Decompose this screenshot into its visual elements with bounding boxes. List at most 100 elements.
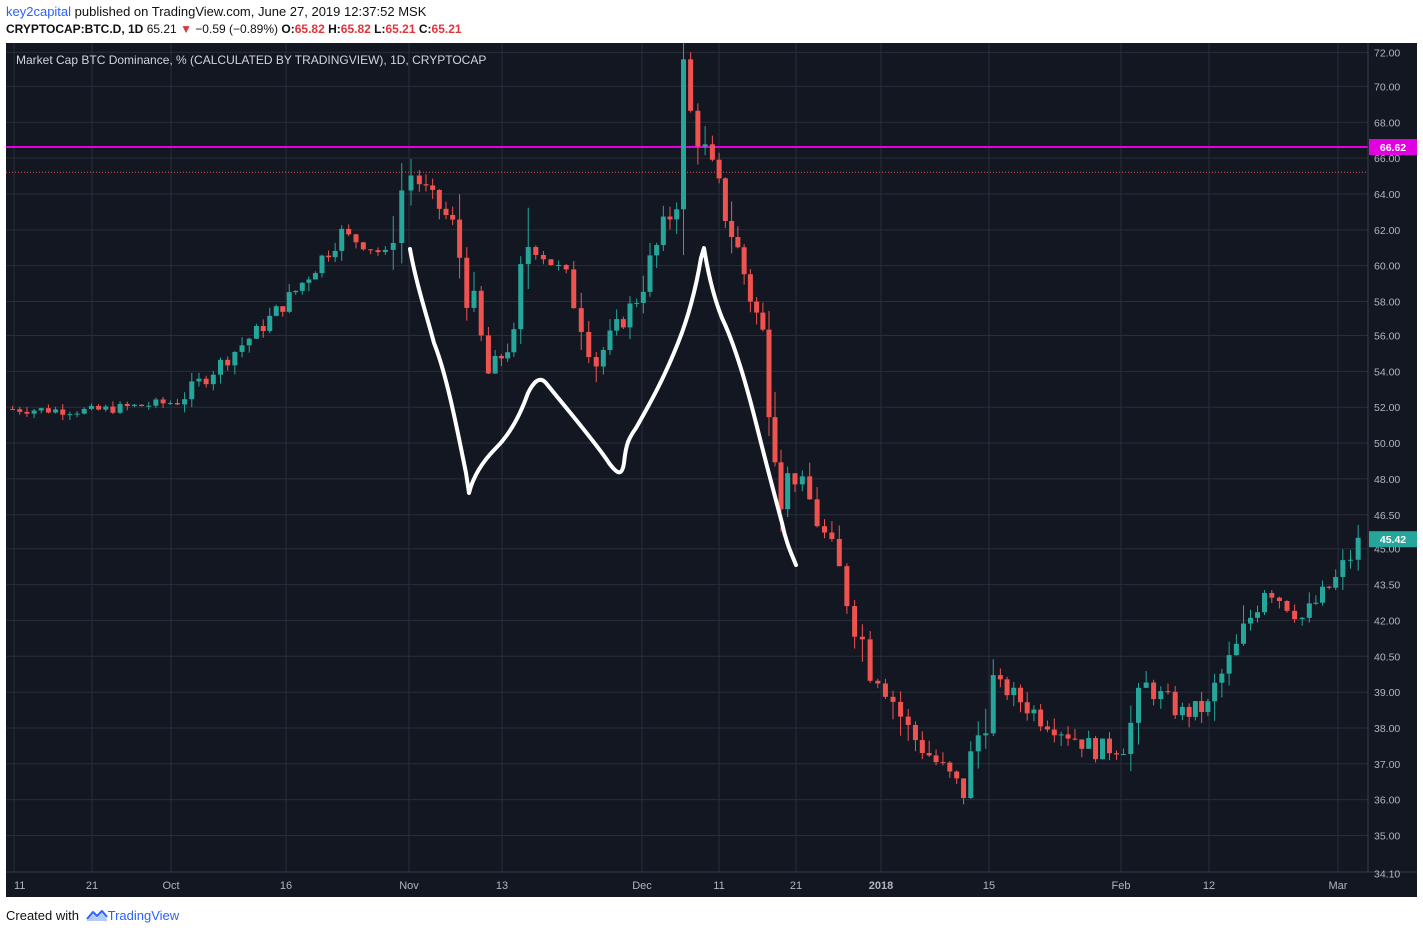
candle-body [1065, 734, 1071, 739]
y-tick-label: 37.00 [1374, 759, 1400, 771]
candle-body [1128, 722, 1134, 755]
candlestick-chart[interactable]: 72.00 70.00 68.00 66.00 64.00 62.00 60.00 58.00… [6, 15, 1417, 897]
created-with-text: Created with [6, 908, 79, 923]
price-tags: 66.62 45.42 [1369, 138, 1417, 548]
candle-body [593, 357, 599, 367]
candle-body [766, 329, 772, 418]
candle-body [1326, 586, 1332, 588]
time-axis[interactable] [6, 872, 1417, 897]
candle-body [1306, 603, 1312, 618]
y-tick-label: 62.00 [1374, 225, 1400, 237]
candle-body [232, 351, 238, 366]
candle-body [1114, 753, 1119, 755]
candle-body [882, 683, 888, 697]
candle-body [620, 319, 626, 328]
candle-body [607, 330, 613, 351]
w-pattern-annotation [408, 246, 798, 567]
candle-body [1284, 601, 1290, 611]
candle-body [814, 499, 820, 527]
candle-body [312, 273, 318, 280]
candle-body [253, 325, 259, 339]
close-value: 65.21 [431, 22, 462, 36]
x-tick-label: 15 [983, 880, 995, 892]
candle-body [518, 264, 524, 330]
candle-body [695, 110, 701, 147]
candle-body [1355, 537, 1361, 560]
candle-body [792, 473, 798, 485]
y-tick-label: 66.00 [1374, 153, 1400, 165]
candle-body [1333, 576, 1339, 588]
candle-body [525, 247, 531, 265]
author-link[interactable]: key2capital [6, 4, 72, 19]
candle-body [772, 417, 778, 463]
open-label: O: [281, 22, 295, 36]
candle-body [511, 329, 517, 353]
candle-body [117, 403, 123, 413]
candle-body [416, 175, 422, 185]
candle-body [1276, 597, 1282, 602]
candle-body [1233, 643, 1239, 656]
candle-body [273, 306, 279, 316]
candle-body [203, 378, 209, 385]
tradingview-logo-icon [85, 910, 108, 921]
x-tick-label: 21 [86, 880, 98, 892]
candle-body [1158, 691, 1164, 700]
x-tick-label: Oct [162, 880, 179, 892]
y-tick-label: 72.00 [1374, 47, 1400, 59]
chart-panel[interactable]: 72.00 70.00 68.00 66.00 64.00 62.00 60.00 58.00… [6, 15, 1417, 897]
close-label: C: [418, 22, 432, 36]
candle-body [722, 178, 728, 222]
candle-body [131, 404, 137, 407]
candle-body [709, 144, 715, 160]
candle-body [578, 308, 584, 332]
candle-body [1186, 706, 1192, 717]
candle-body [1226, 655, 1232, 674]
candle-body [674, 209, 680, 220]
chart-background [6, 43, 1417, 897]
candle-body [1031, 709, 1037, 714]
chart-title: Market Cap BTC Dominance, % (CALCULATED … [16, 53, 486, 67]
candle-body [498, 355, 504, 359]
candle-body [485, 335, 491, 374]
price-lines [6, 145, 1368, 173]
x-tick-label: 2018 [869, 880, 893, 892]
tradingview-link[interactable]: TradingView [107, 908, 180, 923]
y-tick-label: 50.00 [1374, 438, 1400, 450]
candle-body [898, 701, 904, 717]
candle-body [1093, 738, 1099, 760]
candle-body [729, 221, 735, 238]
y-tick-label: 68.00 [1374, 117, 1400, 129]
candle-body [196, 378, 202, 382]
candle-body [1079, 739, 1085, 749]
x-tick-label: 21 [790, 880, 802, 892]
candle-body [399, 190, 405, 244]
candle-body [1262, 593, 1267, 613]
price-axis[interactable] [1368, 43, 1417, 872]
candle-body [1004, 679, 1010, 696]
candle-body [890, 696, 896, 702]
candle-body [174, 403, 180, 405]
candle-body [260, 325, 266, 332]
y-tick-label: 42.00 [1374, 615, 1400, 627]
candle-body [17, 409, 23, 412]
candle-body [210, 374, 216, 385]
candle-body [88, 405, 94, 409]
candle-body [1024, 702, 1030, 714]
x-tick-label: 16 [280, 880, 292, 892]
y-tick-label: 58.00 [1374, 297, 1400, 309]
candle-body [464, 257, 470, 308]
x-tick-label: Nov [399, 880, 419, 892]
grid-lines [6, 43, 1368, 874]
candle-body [548, 259, 554, 266]
published-text: published on TradingView.com, June 27, 2… [71, 4, 427, 19]
candle-body [556, 265, 562, 267]
candle-body [326, 255, 332, 258]
candle-body [844, 566, 850, 607]
candle-body [339, 228, 345, 251]
candle-body [53, 409, 59, 413]
x-tick-label: Dec [632, 880, 652, 892]
candle-body [110, 406, 116, 413]
candle-body [299, 282, 305, 291]
candle-body [246, 338, 252, 346]
candle-body [390, 243, 396, 250]
